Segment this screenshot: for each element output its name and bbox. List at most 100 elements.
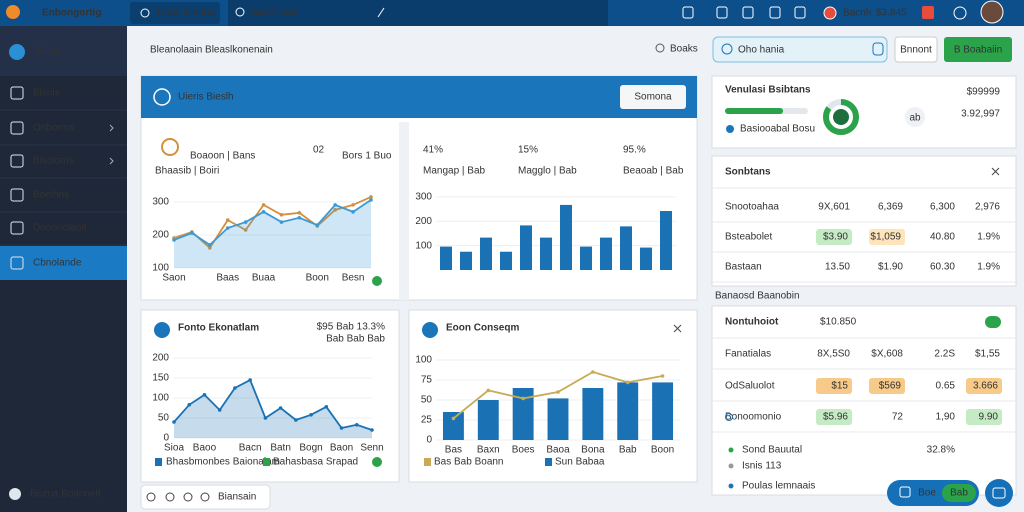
x-tick-label: Baas (216, 273, 239, 284)
cell: 1,90 (936, 412, 956, 423)
x-tick-label: Sioa (164, 443, 184, 454)
card-label: Boaoon | Bans (190, 151, 255, 162)
overview-button[interactable] (620, 85, 686, 109)
list-bullet (728, 483, 734, 489)
bar (620, 226, 632, 270)
toolbar-icon[interactable] (769, 6, 781, 19)
row-label: Bsteabolet (725, 232, 772, 243)
toolbar-icon[interactable] (183, 492, 193, 502)
toolbar-icon[interactable] (742, 6, 754, 19)
cell: 40.80 (930, 232, 955, 243)
bar (560, 204, 572, 270)
summary-icon (726, 125, 734, 133)
point (294, 418, 298, 422)
stat-value: 95.% (623, 145, 646, 156)
area (174, 199, 371, 268)
menu-item[interactable]: Boeihns (33, 190, 69, 201)
logo (6, 5, 20, 19)
status-pill (985, 316, 1001, 328)
menu-icon (10, 121, 24, 135)
toolbar-icon[interactable] (716, 6, 728, 19)
avatar-label: ab (909, 113, 921, 124)
point (208, 246, 212, 250)
table-title: Nontuhoiot (725, 317, 779, 328)
summary-amount: $99999 (967, 87, 1001, 98)
overview-icon (153, 88, 171, 106)
y-tick-label: 75 (421, 375, 433, 386)
overview-header (141, 76, 697, 118)
y-tick-label: 100 (415, 355, 432, 366)
search-link[interactable]: Boaks (670, 44, 698, 55)
menu-item[interactable]: Onborms (33, 123, 74, 134)
point (248, 378, 252, 382)
tab[interactable] (130, 2, 220, 24)
point (591, 370, 595, 374)
tab-label: Duoo Biouna (157, 8, 215, 19)
stat-label: Mangap | Bab (423, 166, 486, 177)
tab-icon (140, 8, 150, 18)
x-tick-label: Boon (651, 445, 674, 456)
toolbar-icon[interactable] (682, 6, 694, 19)
search-bar[interactable] (228, 0, 608, 26)
overview-title: Uieris Bieslh (178, 92, 234, 103)
cell: 9X,601 (818, 202, 850, 213)
badge (816, 409, 852, 425)
cell: 2.2S (934, 349, 955, 360)
point (243, 228, 248, 232)
note: Banaosd Baanobin (715, 291, 800, 302)
x-tick-label: Baxn (477, 445, 500, 456)
menu-item[interactable]: Dooonolaolt (33, 223, 87, 234)
fab[interactable] (985, 479, 1013, 507)
badge (966, 409, 1002, 425)
card-subtitle: Bhaasib | Boiri (155, 166, 219, 177)
legend-swatch (545, 458, 552, 466)
x-tick-label: Bas (445, 445, 462, 456)
toolbar-icon[interactable] (794, 6, 806, 19)
x-tick-label: Boon (306, 273, 329, 284)
legend-label: Bas Bab Boann (434, 457, 504, 468)
y-tick-label: 300 (415, 192, 432, 203)
status-dot (372, 457, 382, 467)
point (486, 388, 491, 393)
sidebar-footer: Biuma Boanneit (30, 489, 101, 500)
y-tick-label: 0 (426, 435, 432, 446)
table-card (711, 155, 1017, 287)
chat-badge-label: Bab (950, 488, 968, 499)
bar (660, 211, 672, 270)
x-tick-label: Baoa (546, 445, 570, 456)
point (324, 405, 329, 409)
progress-bar (725, 108, 784, 114)
search-box[interactable] (712, 36, 888, 63)
cell: $1.90 (878, 262, 903, 273)
button[interactable] (894, 36, 938, 63)
list-label: Poulas lemnaais (742, 481, 815, 492)
menu-item[interactable]: Bisoloms (33, 156, 74, 167)
menu-item[interactable]: Bisnis (33, 88, 60, 99)
toolbar-icon[interactable] (165, 492, 175, 502)
user-name: Bacnh (843, 8, 871, 19)
legend-label: Sun Babaa (555, 457, 605, 468)
point (369, 195, 373, 199)
help-icon[interactable] (953, 6, 967, 20)
row-label: Snootoahaa (725, 202, 779, 213)
y-tick-label: 150 (152, 373, 169, 384)
bar (440, 246, 452, 270)
toolbar-icon[interactable] (146, 492, 156, 502)
x-tick-label: Bacn (239, 443, 262, 454)
avatar[interactable] (980, 0, 1004, 24)
cell: $15 (831, 381, 848, 392)
primary-button[interactable] (944, 37, 1012, 62)
toolbar-icon[interactable] (200, 492, 210, 502)
avatar-circle (905, 107, 925, 127)
card-value-note: Bors 1 Buo (342, 151, 392, 162)
cell: $5.96 (823, 412, 848, 423)
close-icon (673, 324, 682, 333)
list-value: 32.8% (927, 445, 955, 456)
menu-item[interactable]: Cbnolande (33, 258, 82, 269)
chevron (109, 157, 114, 165)
notification[interactable] (922, 6, 934, 19)
row-label: OdSaluolot (725, 381, 775, 392)
cell: $1,55 (975, 349, 1000, 360)
point (354, 423, 359, 427)
y-tick-label: 25 (421, 415, 433, 426)
